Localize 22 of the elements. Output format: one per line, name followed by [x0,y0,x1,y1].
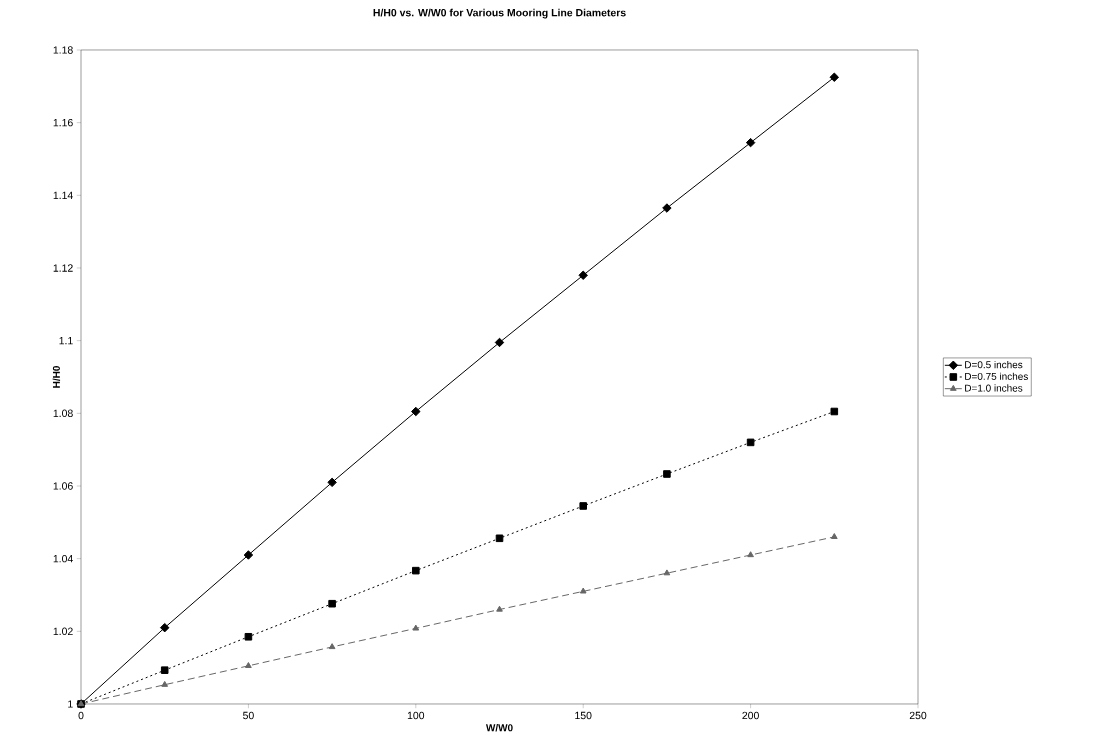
x-tick-label: 150 [575,711,592,720]
x-tick-label: 50 [243,711,254,720]
chart-title: H/H0 vs. W/W0 for Various Mooring Line Diameters [373,8,626,19]
y-tick-label: 1.14 [53,191,73,199]
y-tick-label: 1.18 [53,46,73,54]
legend-label: D=0.75 inches [965,372,1028,380]
legend-label: D=1.0 inches [965,384,1023,392]
x-tick-label: 100 [407,711,425,720]
y-tick-label: 1.16 [53,118,73,127]
y-axis-title: H/H0 [52,366,61,388]
y-tick-label: 1.04 [53,554,73,563]
legend-label: D=0.5 inches [965,360,1023,369]
y-tick-label: 1.06 [53,482,73,490]
x-tick-label: 200 [742,711,759,720]
y-tick-label: 1.1 [59,337,73,345]
y-tick-label: 1 [68,700,73,708]
y-tick-label: 1.08 [53,409,73,418]
x-tick-label: 250 [909,711,927,720]
y-tick-label: 1.02 [53,627,73,636]
y-tick-label: 1.12 [53,264,73,272]
x-tick-label: 0 [78,711,84,720]
x-axis-title: W/W0 [485,724,513,732]
